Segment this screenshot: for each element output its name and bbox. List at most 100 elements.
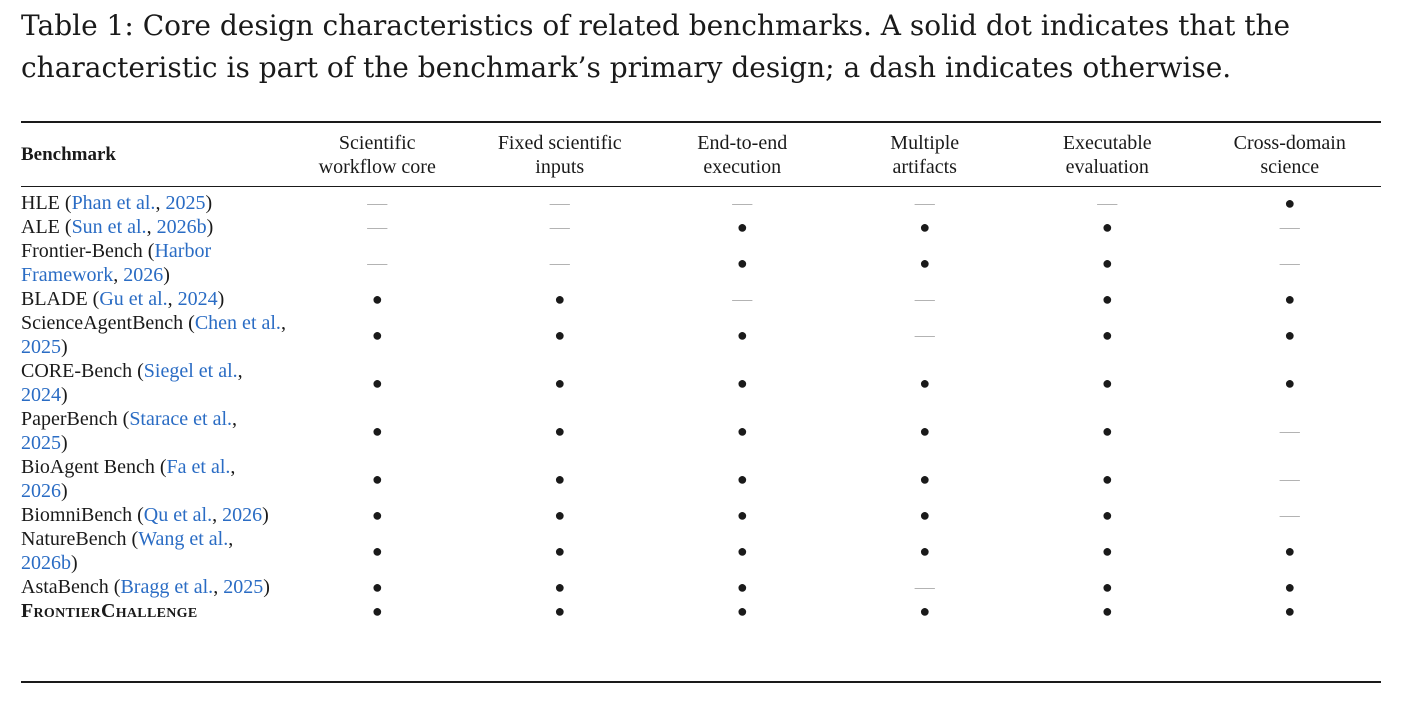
header-row: Benchmark Scientific workflow core Fixed … [21, 128, 1381, 182]
solid-dot-icon: ● [554, 577, 566, 597]
characteristic-cell: ● [286, 455, 469, 503]
solid-dot-icon: ● [554, 421, 566, 441]
characteristic-cell: — [286, 182, 469, 215]
characteristic-cell: ● [286, 575, 469, 599]
characteristic-cell: ● [834, 215, 1017, 239]
citation-link[interactable]: Chen et al. [194, 312, 281, 334]
solid-dot-icon: ● [371, 325, 383, 345]
benchmark-name-cell: AstaBench (Bragg et al., 2025) [21, 576, 270, 598]
benchmark-name: AstaBench [21, 576, 109, 598]
solid-dot-icon: ● [736, 601, 748, 621]
characteristic-cell: ● [1199, 287, 1382, 311]
benchmark-name: BiomniBench [21, 504, 133, 526]
column-header: Multiple artifacts [890, 132, 960, 178]
solid-dot-icon: ● [371, 373, 383, 393]
dash-icon: — [914, 576, 935, 598]
citation-year-link[interactable]: 2026 [21, 480, 61, 502]
dash-icon: — [549, 192, 570, 214]
citation-year-link[interactable]: 2026 [222, 504, 263, 526]
solid-dot-icon: ● [554, 505, 566, 525]
bottom-rule [21, 681, 1381, 683]
solid-dot-icon: ● [736, 541, 748, 561]
citation-year-link[interactable]: 2026b [156, 216, 207, 238]
characteristic-cell: ● [651, 503, 834, 527]
solid-dot-icon: ● [554, 469, 566, 489]
citation-link[interactable]: Fa et al. [166, 456, 231, 478]
solid-dot-icon: ● [1101, 421, 1113, 441]
characteristic-cell: ● [1016, 455, 1199, 503]
solid-dot-icon: ● [554, 373, 566, 393]
characteristic-cell: ● [286, 359, 469, 407]
column-header-benchmark: Benchmark [21, 144, 116, 165]
characteristic-cell: ● [651, 455, 834, 503]
characteristic-cell: — [651, 287, 834, 311]
solid-dot-icon: ● [1284, 373, 1296, 393]
benchmark-name: BLADE [21, 288, 88, 310]
table-row: PaperBench (Starace et al., 2025) ● ● ● ● ● — [21, 407, 1381, 455]
solid-dot-icon: ● [919, 217, 931, 237]
table-row: HLE (Phan et al., 2025) — — — — — ● [21, 182, 1381, 215]
dash-icon: — [1279, 420, 1300, 442]
citation-year-link[interactable]: 2025 [223, 576, 264, 598]
top-rule [21, 121, 1381, 123]
dash-icon: — [732, 288, 753, 310]
characteristic-cell: ● [1199, 599, 1382, 623]
table-row: AstaBench (Bragg et al., 2025) ● ● ● — ● ● [21, 575, 1381, 599]
solid-dot-icon: ● [1101, 253, 1113, 273]
citation-year-link[interactable]: 2026b [21, 552, 71, 574]
column-header: End-to-end execution [697, 132, 788, 178]
solid-dot-icon: ● [919, 469, 931, 489]
solid-dot-icon: ● [736, 325, 748, 345]
benchmark-name: FrontierChallenge [21, 600, 198, 622]
citation-year-link[interactable]: 2025 [165, 192, 206, 214]
benchmark-name-cell: BioAgent Bench (Fa et al., 2026) [21, 456, 236, 502]
citation-link[interactable]: Qu et al. [143, 504, 213, 526]
solid-dot-icon: ● [736, 469, 748, 489]
benchmark-name-cell: FrontierChallenge [21, 599, 286, 623]
citation-year-link[interactable]: 2024 [21, 384, 61, 406]
solid-dot-icon: ● [919, 253, 931, 273]
citation-link[interactable]: Sun et al. [71, 216, 147, 238]
dash-icon: — [367, 216, 388, 238]
benchmark-name-cell: BLADE (Gu et al., 2024) [21, 288, 225, 310]
characteristic-cell: ● [651, 407, 834, 455]
citation-link[interactable]: Bragg et al. [120, 576, 214, 598]
dash-icon: — [914, 288, 935, 310]
table-caption: Table 1: Core design characteristics of … [21, 9, 1291, 84]
characteristic-cell: ● [834, 503, 1017, 527]
table-row: BLADE (Gu et al., 2024) ● ● — — ● ● [21, 287, 1381, 311]
benchmark-name: CORE-Bench [21, 360, 133, 382]
solid-dot-icon: ● [371, 469, 383, 489]
citation-link[interactable]: Wang et al. [138, 528, 229, 550]
citation-year-link[interactable]: 2024 [177, 288, 218, 310]
solid-dot-icon: ● [554, 325, 566, 345]
characteristic-cell: ● [834, 407, 1017, 455]
solid-dot-icon: ● [554, 541, 566, 561]
column-header: Scientific workflow core [318, 132, 436, 178]
table-row: ScienceAgentBench (Chen et al., 2025) ● ● ●… [21, 311, 1381, 359]
citation-link[interactable]: Gu et al. [99, 288, 168, 310]
solid-dot-icon: ● [736, 373, 748, 393]
benchmark-name-cell: NatureBench (Wang et al., 2026b) [21, 528, 234, 574]
characteristic-cell: — [469, 182, 652, 215]
benchmark-table: Benchmark Scientific workflow core Fixed … [21, 128, 1381, 623]
solid-dot-icon: ● [1284, 325, 1296, 345]
citation-link[interactable]: Siegel et al. [143, 360, 238, 382]
column-header: Fixed scientific inputs [497, 132, 622, 178]
solid-dot-icon: ● [1101, 289, 1113, 309]
citation-year-link[interactable]: 2026 [123, 264, 164, 286]
characteristic-cell: ● [651, 311, 834, 359]
characteristic-cell: — [834, 311, 1017, 359]
column-header: Cross-domain science [1233, 132, 1346, 178]
characteristic-cell: — [834, 182, 1017, 215]
solid-dot-icon: ● [371, 289, 383, 309]
characteristic-cell: ● [469, 575, 652, 599]
citation-link[interactable]: Phan et al. [71, 192, 156, 214]
characteristic-cell: ● [1016, 287, 1199, 311]
citation-link[interactable]: Starace et al. [129, 408, 233, 430]
citation-link[interactable]: Harbor Framework [21, 240, 212, 286]
citation-year-link[interactable]: 2025 [21, 432, 61, 454]
characteristic-cell: ● [469, 599, 652, 623]
characteristic-cell: ● [1199, 527, 1382, 575]
citation-year-link[interactable]: 2025 [21, 336, 61, 358]
